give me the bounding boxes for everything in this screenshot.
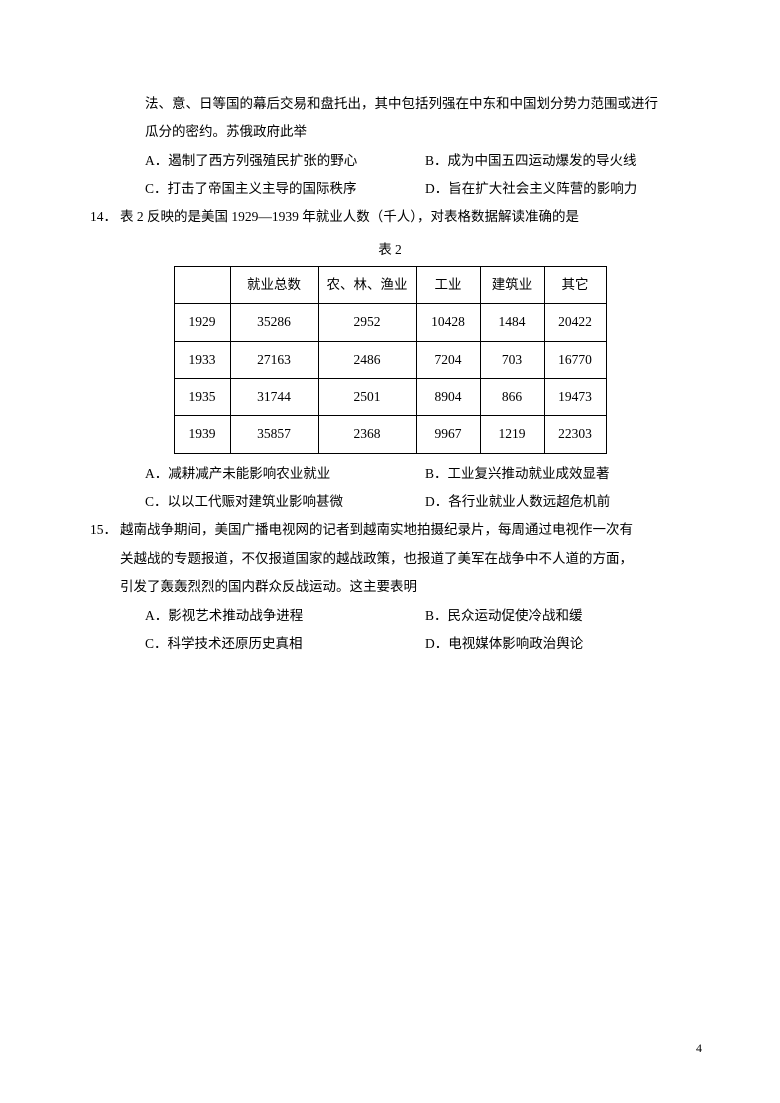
cell-agri: 2952 — [318, 304, 416, 341]
q13-options-row1: A．遏制了西方列强殖民扩张的野心 B．成为中国五四运动爆发的导火线 — [90, 147, 690, 175]
cell-ind: 8904 — [416, 379, 480, 416]
q13-option-a: A．遏制了西方列强殖民扩张的野心 — [145, 147, 425, 175]
q15-text1: 越南战争期间，美国广播电视网的记者到越南实地拍摄纪录片，每周通过电视作一次有 — [120, 516, 690, 544]
q13-continuation: 法、意、日等国的幕后交易和盘托出，其中包括列强在中东和中国划分势力范围或进行 瓜… — [90, 90, 690, 203]
q14-data-table: 就业总数 农、林、渔业 工业 建筑业 其它 1929 35286 2952 10… — [174, 266, 607, 454]
cell-total: 35286 — [230, 304, 318, 341]
q15-text3: 引发了轰轰烈烈的国内群众反战运动。这主要表明 — [90, 573, 690, 601]
q14-option-b: B．工业复兴推动就业成效显著 — [425, 460, 690, 488]
q15-text2: 关越战的专题报道，不仅报道国家的越战政策，也报道了美军在战争中不人道的方面， — [90, 545, 690, 573]
cell-agri: 2486 — [318, 341, 416, 378]
cell-total: 27163 — [230, 341, 318, 378]
cell-other: 22303 — [544, 416, 606, 453]
q14-stem-line: 14． 表 2 反映的是美国 1929—1939 年就业人数（千人），对表格数据… — [90, 203, 690, 231]
th-agri: 农、林、渔业 — [318, 267, 416, 304]
cell-year: 1933 — [174, 341, 230, 378]
cell-other: 19473 — [544, 379, 606, 416]
cell-ind: 7204 — [416, 341, 480, 378]
cell-agri: 2368 — [318, 416, 416, 453]
page-number: 4 — [696, 1036, 702, 1061]
q15-stem-line1: 15． 越南战争期间，美国广播电视网的记者到越南实地拍摄纪录片，每周通过电视作一… — [90, 516, 690, 544]
table-row: 1935 31744 2501 8904 866 19473 — [174, 379, 606, 416]
q14-option-c: C．以以工代赈对建筑业影响甚微 — [145, 488, 425, 516]
q13-line1: 法、意、日等国的幕后交易和盘托出，其中包括列强在中东和中国划分势力范围或进行 — [90, 90, 690, 118]
th-year — [174, 267, 230, 304]
cell-con: 866 — [480, 379, 544, 416]
cell-other: 16770 — [544, 341, 606, 378]
table-row: 1929 35286 2952 10428 1484 20422 — [174, 304, 606, 341]
q15-option-b: B．民众运动促使冷战和缓 — [425, 602, 690, 630]
th-total: 就业总数 — [230, 267, 318, 304]
cell-year: 1939 — [174, 416, 230, 453]
cell-con: 703 — [480, 341, 544, 378]
q13-line2: 瓜分的密约。苏俄政府此举 — [90, 118, 690, 146]
q14-options-row1: A．减耕减产未能影响农业就业 B．工业复兴推动就业成效显著 — [90, 460, 690, 488]
th-construction: 建筑业 — [480, 267, 544, 304]
cell-year: 1935 — [174, 379, 230, 416]
q13-option-c: C．打击了帝国主义主导的国际秩序 — [145, 175, 425, 203]
q14-options-row2: C．以以工代赈对建筑业影响甚微 D．各行业就业人数远超危机前 — [90, 488, 690, 516]
q14-stem: 表 2 反映的是美国 1929—1939 年就业人数（千人），对表格数据解读准确… — [120, 203, 690, 231]
cell-con: 1484 — [480, 304, 544, 341]
cell-year: 1929 — [174, 304, 230, 341]
q13-options-row2: C．打击了帝国主义主导的国际秩序 D．旨在扩大社会主义阵营的影响力 — [90, 175, 690, 203]
cell-con: 1219 — [480, 416, 544, 453]
cell-agri: 2501 — [318, 379, 416, 416]
q15: 15． 越南战争期间，美国广播电视网的记者到越南实地拍摄纪录片，每周通过电视作一… — [90, 516, 690, 658]
th-industry: 工业 — [416, 267, 480, 304]
table-row: 1939 35857 2368 9967 1219 22303 — [174, 416, 606, 453]
cell-ind: 10428 — [416, 304, 480, 341]
q13-option-d: D．旨在扩大社会主义阵营的影响力 — [425, 175, 690, 203]
q14-option-a: A．减耕减产未能影响农业就业 — [145, 460, 425, 488]
q13-option-b: B．成为中国五四运动爆发的导火线 — [425, 147, 690, 175]
q14: 14． 表 2 反映的是美国 1929—1939 年就业人数（千人），对表格数据… — [90, 203, 690, 516]
q15-option-c: C．科学技术还原历史真相 — [145, 630, 425, 658]
q15-option-d: D．电视媒体影响政治舆论 — [425, 630, 690, 658]
q15-number: 15． — [90, 516, 120, 544]
table-row: 1933 27163 2486 7204 703 16770 — [174, 341, 606, 378]
cell-total: 35857 — [230, 416, 318, 453]
q15-options-row1: A．影视艺术推动战争进程 B．民众运动促使冷战和缓 — [90, 602, 690, 630]
q15-option-a: A．影视艺术推动战争进程 — [145, 602, 425, 630]
cell-ind: 9967 — [416, 416, 480, 453]
th-other: 其它 — [544, 267, 606, 304]
table-header-row: 就业总数 农、林、渔业 工业 建筑业 其它 — [174, 267, 606, 304]
q15-options-row2: C．科学技术还原历史真相 D．电视媒体影响政治舆论 — [90, 630, 690, 658]
cell-total: 31744 — [230, 379, 318, 416]
cell-other: 20422 — [544, 304, 606, 341]
q14-number: 14． — [90, 203, 120, 231]
q14-option-d: D．各行业就业人数远超危机前 — [425, 488, 690, 516]
q14-table-caption: 表 2 — [90, 236, 690, 264]
